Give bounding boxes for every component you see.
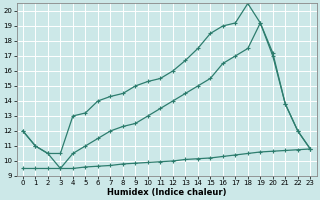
X-axis label: Humidex (Indice chaleur): Humidex (Indice chaleur) bbox=[107, 188, 226, 197]
